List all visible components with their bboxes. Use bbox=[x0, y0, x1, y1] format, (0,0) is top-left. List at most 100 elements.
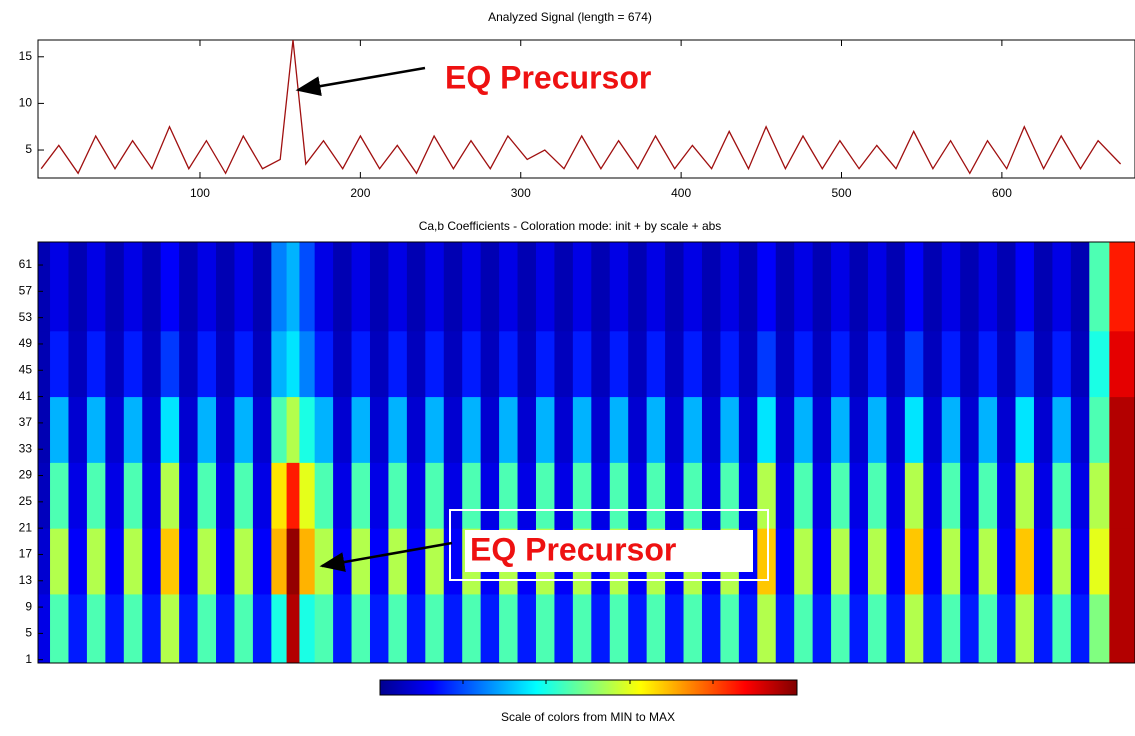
heatmap-cell bbox=[286, 396, 300, 463]
y-tick-label: 33 bbox=[19, 441, 33, 455]
heatmap-cell bbox=[867, 396, 887, 463]
annotation-arrow bbox=[295, 66, 426, 97]
heatmap-cell bbox=[369, 396, 389, 463]
heatmap-cell bbox=[849, 528, 869, 595]
heatmap-cell bbox=[794, 330, 814, 398]
y-tick-label: 41 bbox=[19, 389, 33, 403]
heatmap-cell bbox=[333, 330, 353, 398]
heatmap-cell bbox=[86, 528, 106, 595]
heatmap-cell bbox=[252, 330, 272, 398]
heatmap-cell bbox=[867, 330, 887, 398]
heatmap-cell bbox=[591, 330, 611, 398]
heatmap-cell bbox=[517, 330, 537, 398]
y-tick-label: 15 bbox=[19, 49, 33, 63]
heatmap-cell bbox=[997, 242, 1017, 332]
heatmap-cell bbox=[197, 593, 217, 663]
heatmap-cell bbox=[142, 330, 162, 398]
heatmap-cell bbox=[314, 396, 334, 463]
heatmap-cell bbox=[68, 462, 88, 529]
heatmap-cell bbox=[216, 593, 235, 663]
heatmap-cell bbox=[299, 242, 316, 332]
heatmap-cell bbox=[216, 330, 235, 398]
heatmap-cell bbox=[978, 593, 998, 663]
heatmap-cell bbox=[665, 396, 685, 463]
heatmap-cell bbox=[572, 462, 592, 529]
heatmap-cell bbox=[1070, 330, 1090, 398]
y-tick-label: 37 bbox=[19, 415, 33, 429]
heatmap-cell bbox=[554, 330, 574, 398]
heatmap-cell bbox=[271, 330, 288, 398]
heatmap-cell bbox=[388, 330, 408, 398]
heatmap-cell bbox=[941, 396, 961, 463]
heatmap-cell bbox=[960, 242, 980, 332]
heatmap-cell bbox=[499, 593, 519, 663]
heatmap-cell bbox=[333, 462, 353, 529]
heatmap-cell bbox=[1089, 330, 1110, 398]
heatmap-cell bbox=[665, 593, 685, 663]
heatmap-cell bbox=[271, 242, 288, 332]
heatmap-cell bbox=[923, 593, 943, 663]
heatmap-cell bbox=[960, 462, 980, 529]
heatmap-cell bbox=[997, 330, 1017, 398]
heatmap-cell bbox=[849, 462, 869, 529]
heatmap-cell bbox=[1070, 528, 1090, 595]
heatmap-cell bbox=[271, 396, 288, 463]
heatmap-cell bbox=[1089, 528, 1110, 595]
heatmap-cell bbox=[775, 396, 795, 463]
heatmap-cell bbox=[997, 462, 1017, 529]
heatmap-cell bbox=[1015, 242, 1035, 332]
heatmap-cell bbox=[609, 242, 629, 332]
heatmap-cell bbox=[904, 462, 924, 529]
heatmap-cell bbox=[867, 462, 887, 529]
heatmap-cell bbox=[997, 396, 1017, 463]
heatmap-cell bbox=[1109, 396, 1135, 463]
y-tick-label: 9 bbox=[25, 599, 32, 613]
heatmap-cell bbox=[123, 242, 143, 332]
heatmap-cell bbox=[480, 242, 500, 332]
signal-title: Analyzed Signal (length = 674) bbox=[488, 10, 652, 24]
heatmap-cell bbox=[197, 528, 217, 595]
heatmap-cell bbox=[794, 528, 814, 595]
heatmap-cell bbox=[299, 330, 316, 398]
heatmap-cell bbox=[38, 528, 51, 595]
heatmap-cell bbox=[499, 462, 519, 529]
heatmap-cell bbox=[160, 242, 180, 332]
heatmap-cell bbox=[941, 330, 961, 398]
annotation: EQ Precursor bbox=[470, 531, 676, 567]
heatmap-cell bbox=[369, 330, 389, 398]
heatmap-cell bbox=[123, 330, 143, 398]
signal-line bbox=[40, 40, 1122, 175]
heatmap-cell bbox=[333, 242, 353, 332]
heatmap-cell bbox=[105, 593, 125, 663]
heatmap-cell bbox=[794, 593, 814, 663]
heatmap-cell bbox=[886, 242, 906, 332]
heatmap-cell bbox=[665, 330, 685, 398]
heatmap-cell bbox=[1033, 528, 1053, 595]
heatmap-cell bbox=[517, 396, 537, 463]
heatmap-cell bbox=[50, 462, 69, 529]
heatmap-cell bbox=[757, 242, 777, 332]
annotation-arrow bbox=[319, 541, 453, 572]
heatmap-cell bbox=[234, 396, 254, 463]
heatmap-cell bbox=[701, 593, 721, 663]
heatmap-cell bbox=[683, 593, 703, 663]
heatmap-cell bbox=[1109, 462, 1135, 529]
heatmap-cell bbox=[38, 396, 51, 463]
heatmap-cell bbox=[105, 462, 125, 529]
heatmap-cell bbox=[775, 462, 795, 529]
heatmap-cell bbox=[1052, 462, 1072, 529]
heatmap-cell bbox=[628, 396, 648, 463]
heatmap-cell bbox=[314, 242, 334, 332]
heatmap-cell bbox=[628, 330, 648, 398]
y-tick-label: 5 bbox=[25, 142, 32, 156]
y-tick-label: 1 bbox=[25, 652, 32, 666]
heatmap-cell bbox=[628, 462, 648, 529]
heatmap-cell bbox=[425, 242, 445, 332]
heatmap-cell bbox=[462, 242, 482, 332]
heatmap-cell bbox=[123, 462, 143, 529]
heatmap-cell bbox=[234, 593, 254, 663]
heatmap-cell bbox=[1052, 330, 1072, 398]
heatmap-cell bbox=[1033, 396, 1053, 463]
heatmap-cell bbox=[286, 330, 300, 398]
x-tick-label: 500 bbox=[831, 186, 851, 200]
